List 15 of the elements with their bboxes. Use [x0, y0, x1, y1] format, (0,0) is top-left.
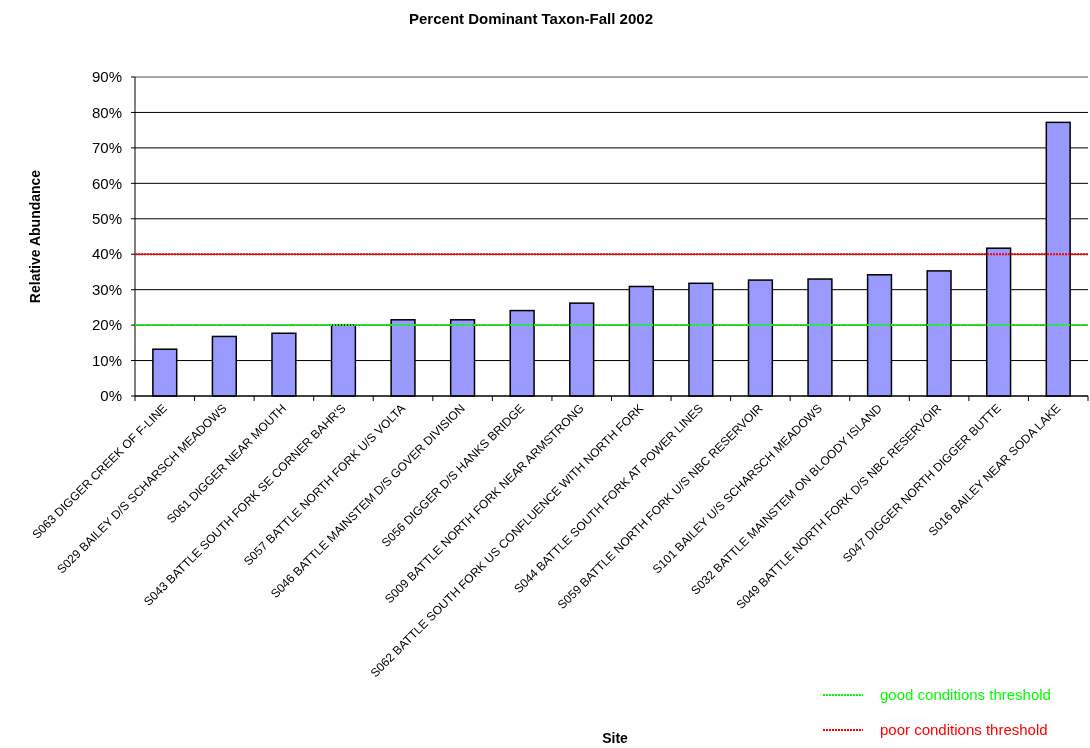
- y-tick-label: 80%: [91, 103, 122, 121]
- y-tick-label: 50%: [91, 210, 122, 228]
- chart-title: Percent Dominant Taxon-Fall 2002: [409, 10, 653, 27]
- y-tick-label: 70%: [91, 139, 122, 157]
- y-tick-label: 40%: [91, 245, 122, 263]
- legend-label: good conditions threshold: [880, 686, 1051, 704]
- legend-label: poor conditions threshold: [880, 721, 1048, 739]
- y-tick-label: 10%: [91, 351, 122, 369]
- y-tick-label: 60%: [91, 174, 122, 192]
- y-axis-title: Relative Abundance: [27, 169, 43, 304]
- y-tick-label: 90%: [91, 68, 122, 86]
- x-axis-title: Site: [602, 730, 629, 746]
- y-tick-label: 0%: [100, 387, 122, 405]
- y-tick-label: 20%: [91, 316, 122, 334]
- y-tick-label: 30%: [91, 280, 122, 298]
